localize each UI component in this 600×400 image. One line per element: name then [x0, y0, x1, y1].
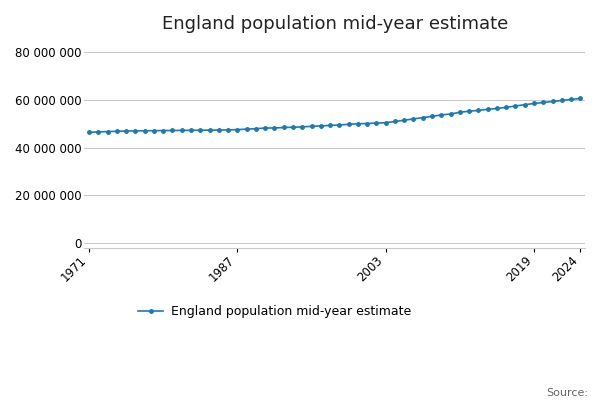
- Text: Source:: Source:: [546, 388, 588, 398]
- England population mid-year estimate: [271, 126, 278, 130]
- England population mid-year estimate: [373, 121, 380, 126]
- Title: England population mid-year estimate: England population mid-year estimate: [161, 15, 508, 33]
- Line: England population mid-year estimate: England population mid-year estimate: [88, 97, 582, 134]
- England population mid-year estimate: [85, 130, 92, 135]
- England population mid-year estimate: [169, 128, 176, 133]
- England population mid-year estimate: [419, 115, 427, 120]
- England population mid-year estimate: [382, 120, 389, 125]
- England population mid-year estimate: [577, 96, 584, 101]
- England population mid-year estimate: [354, 121, 361, 126]
- Legend: England population mid-year estimate: England population mid-year estimate: [133, 300, 416, 323]
